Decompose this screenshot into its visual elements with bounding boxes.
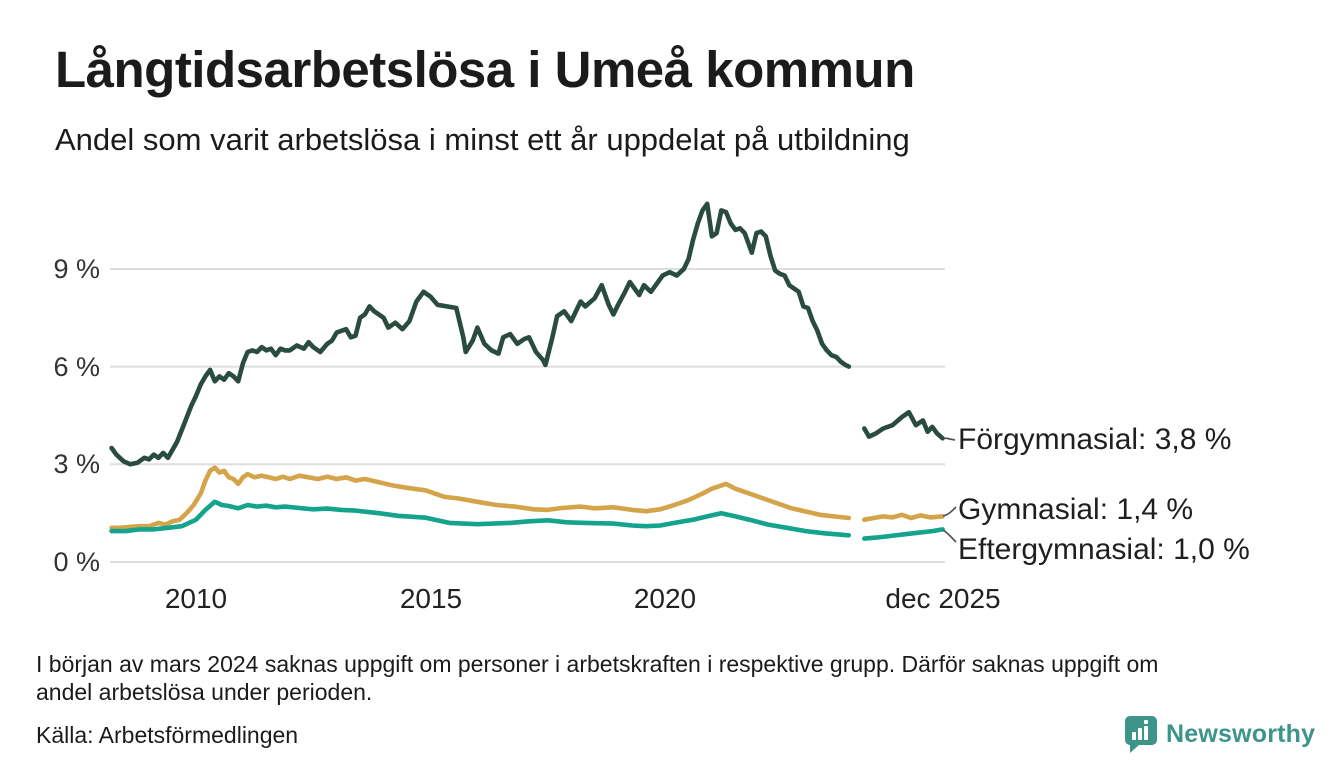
y-tick-3: 3 % <box>53 449 100 479</box>
connector-gymnasial <box>942 506 957 517</box>
chart-subtitle: Andel som varit arbetslösa i minst ett å… <box>55 122 910 157</box>
x-tick-2010: 2010 <box>164 583 228 614</box>
label-connectors <box>942 437 957 543</box>
newsworthy-brand: Newsworthy <box>1124 714 1315 754</box>
connector-forgymnasial <box>944 437 956 441</box>
series-line-eftergymnasial <box>109 499 852 538</box>
series-line-gymnasial <box>861 512 945 523</box>
footnote: I början av mars 2024 saknas uppgift om … <box>36 651 1159 706</box>
end-label-eftergymnasial: Eftergymnasial: 1,0 % <box>958 533 1250 566</box>
series-line-eftergymnasial <box>861 527 945 541</box>
x-tick-dec-2025: dec 2025 <box>885 583 1001 614</box>
connector-eftergymnasial <box>942 529 957 543</box>
series-line-gymnasial <box>109 465 852 531</box>
y-tick-9: 9 % <box>53 254 100 284</box>
series-lines <box>109 201 945 541</box>
series-line-förgymnasial <box>109 201 852 467</box>
end-label-forgymnasial: Förgymnasial: 3,8 % <box>958 423 1232 456</box>
chart-title: Långtidsarbetslösa i Umeå kommun <box>55 41 915 98</box>
series-line-förgymnasial <box>861 409 945 441</box>
x-tick-2015: 2015 <box>399 583 463 614</box>
x-tick-2020: 2020 <box>633 583 697 614</box>
y-tick-0: 0 % <box>53 547 100 577</box>
end-label-gymnasial: Gymnasial: 1,4 % <box>958 493 1194 526</box>
y-tick-6: 6 % <box>53 352 100 382</box>
source-credit: Källa: Arbetsförmedlingen <box>36 722 299 748</box>
gridlines <box>110 268 945 563</box>
newsworthy-logo-icon <box>1125 716 1157 753</box>
newsworthy-wordmark: Newsworthy <box>1166 719 1316 748</box>
